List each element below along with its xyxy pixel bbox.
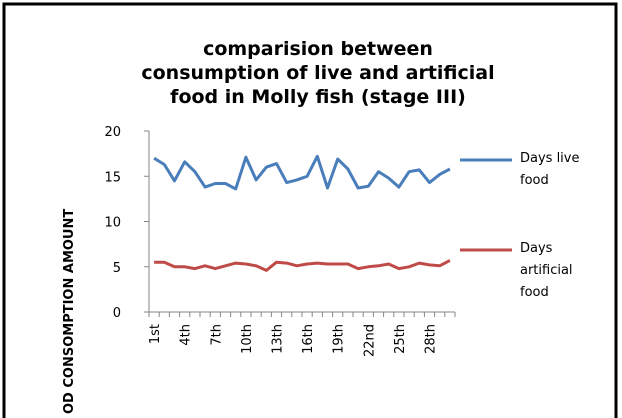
legend-label: Days live food (520, 151, 580, 188)
x-tick-label: 22nd (362, 324, 377, 357)
line-series (154, 259, 451, 272)
legend-label: Days artificial food (520, 241, 573, 300)
y-tick-label: 0 (113, 306, 121, 321)
x-tick-label: 28th (424, 324, 439, 354)
x-tick-label: 13th (271, 324, 286, 354)
y-tick-label: 20 (104, 125, 121, 140)
chart-title: comparision between (203, 38, 433, 60)
x-tick-label: 4th (179, 324, 194, 346)
x-tick-label: 19th (332, 324, 347, 354)
y-tick-label: 15 (104, 170, 121, 185)
chart-title: food in Molly fish (stage III) (170, 86, 466, 108)
y-axis-label: OD CONSOMPTION AMOUNT (62, 209, 77, 414)
x-tick-label: 7th (209, 324, 224, 346)
x-tick-label: 10th (240, 324, 255, 354)
chart-title: consumption of live and artificial (141, 62, 494, 84)
x-tick-label: 16th (301, 324, 316, 354)
y-tick-label: 5 (113, 261, 121, 276)
line-series (153, 154, 451, 191)
x-tick-label: 25th (393, 324, 408, 354)
x-tick-label: 1st (148, 324, 163, 344)
y-tick-label: 10 (104, 216, 121, 231)
